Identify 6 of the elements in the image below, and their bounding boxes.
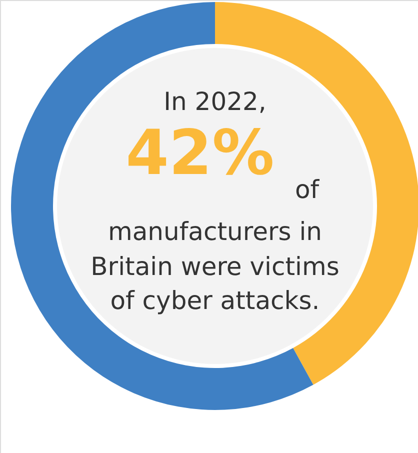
text: In 2022, (164, 87, 266, 116)
text: of (295, 175, 320, 204)
text: of cyber attacks. (110, 286, 320, 315)
text: 42% (126, 116, 274, 189)
text: manufacturers in (108, 217, 322, 246)
text: Britain were victims (90, 252, 340, 281)
